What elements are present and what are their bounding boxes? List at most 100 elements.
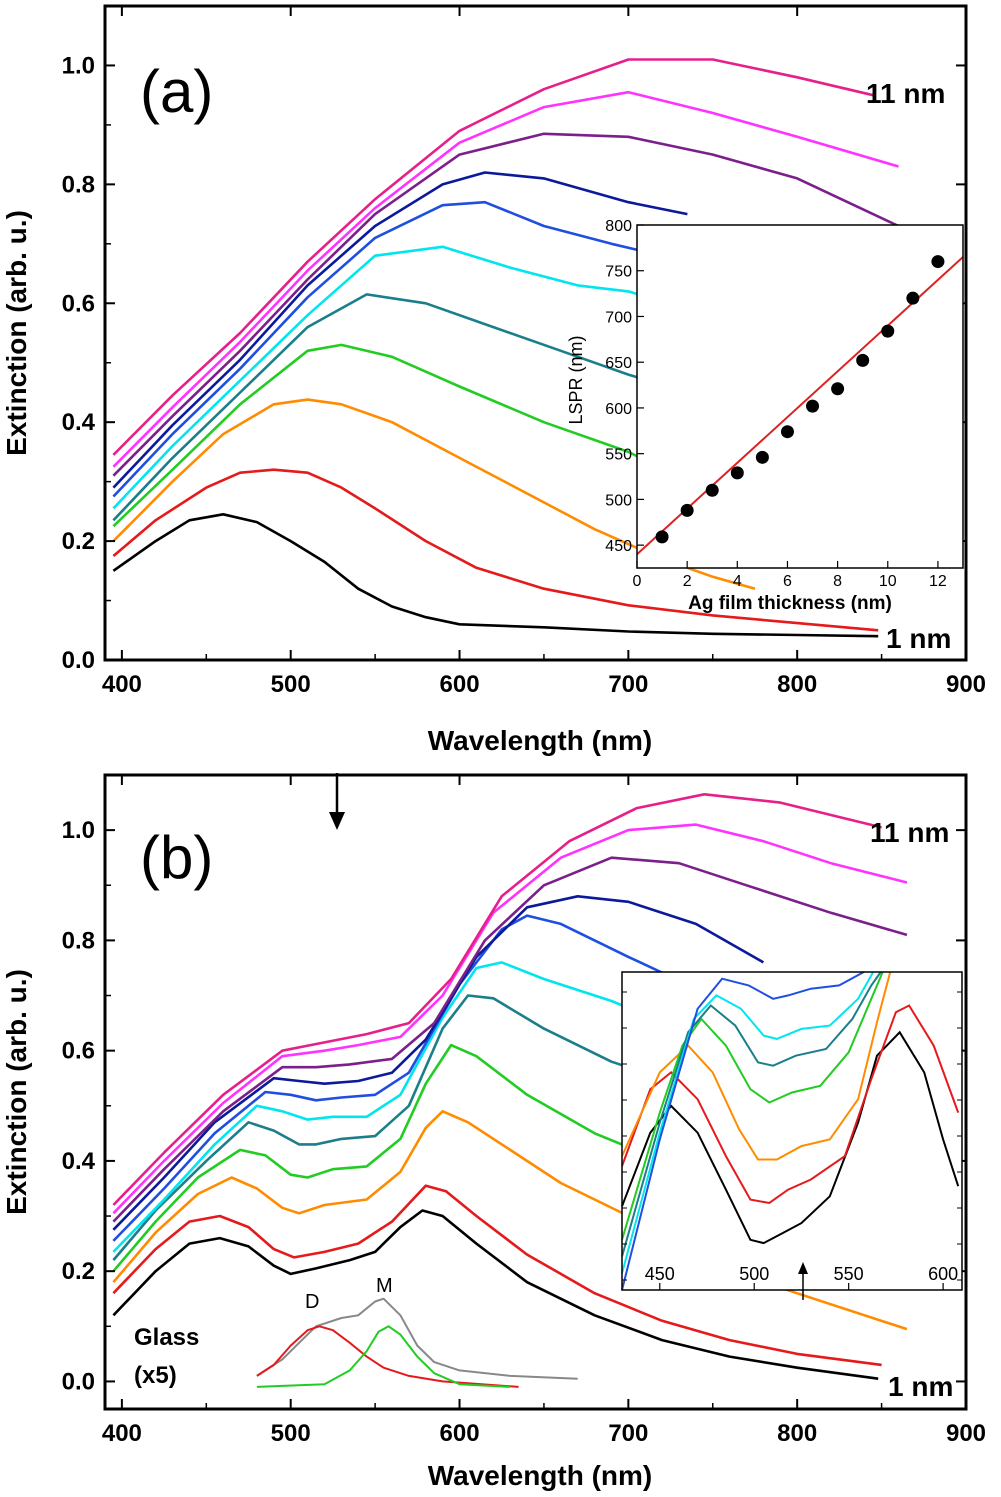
inset-a-x-tick-label: 6 [783,573,792,590]
panel-b-series-m-fit [256,1325,511,1388]
panel-a-series-7-nm [112,200,688,498]
panel-b-series-glass-x5 [256,1297,578,1380]
panel-a: 400 500 600 700 800 900 0.0 0.2 0.4 0.6 0.8 1.0 (a)… [1,4,986,756]
inset-a-point [780,425,794,439]
panel-a-y-tick-label: 0.4 [62,409,96,436]
inset-b-frame [621,971,963,1291]
inset-a-point [755,450,769,464]
panel-a-x-tick-label: 600 [440,671,480,698]
panel-b-y-tick-label: 0.8 [62,927,95,954]
panel-a-series-8-nm [112,171,688,489]
inset-b-series-1-nm [621,1030,960,1245]
inset-a-point [881,324,895,338]
panel-a-series-5-nm [112,293,688,522]
panel-b-inset: 450 500 550 600 [621,971,963,1300]
panel-b-x-axis-title: Wavelength (nm) [428,1460,653,1491]
panel-a-inset: 0 2 4 6 8 10 12 450 500 550 600 650 700 750 800 Ag fil… [566,218,964,614]
up-arrow-icon [798,1262,808,1300]
inset-b-series-2-nm [621,1004,960,1205]
inset-a-y-tick-label: 500 [605,492,632,509]
inset-b-series-7-nm [621,971,865,1291]
panel-a-series-2-nm [112,468,879,632]
panel-b-series-2-nm [112,1184,882,1367]
panel-a-series-4-nm [112,343,688,528]
inset-b-series-4-nm [621,971,884,1241]
peak-m-label: M [376,1275,393,1297]
panel-b-x-tick-label: 600 [440,1420,480,1447]
inset-a-y-tick-label: 450 [605,538,632,555]
inset-b-x-tick-label: 500 [739,1264,769,1284]
down-arrow-icon [329,773,345,830]
glass-label-line1: Glass [134,1324,199,1351]
inset-a-point [705,483,719,497]
panel-b-series-d-fit [256,1325,519,1388]
panel-b-series-11-nm [112,793,882,1206]
panel-b-label: (b) [140,824,213,891]
inset-a-y-tick-label: 550 [605,447,632,464]
panel-b-y-axis-title: Extinction (arb. u.) [1,969,32,1215]
panel-a-series-6-nm [112,245,688,510]
panel-a-y-tick-label: 0.6 [62,290,95,317]
inset-a-y-tick-label: 800 [605,218,632,235]
panel-a-y-tick-label: 0.2 [62,528,95,555]
panel-a-x-tick-label: 400 [102,671,142,698]
inset-b-series-5-nm [621,971,882,1257]
inset-b-ticks: 450 500 550 600 [622,991,962,1290]
panel-a-x-tick-label: 800 [777,671,817,698]
inset-b-x-tick-label: 450 [645,1264,675,1284]
inset-a-x-tick-label: 12 [929,573,947,590]
inset-a-point [831,382,845,396]
inset-a-y-tick-label: 750 [605,264,632,281]
inset-a-point [655,530,669,544]
panel-b-series-10-nm [112,823,908,1215]
panel-b-y-tick-label: 0.6 [62,1038,95,1065]
inset-a-point [806,399,820,413]
panel-a-y-axis-title: Extinction (arb. u.) [1,210,32,456]
inset-a-frame [636,224,964,569]
inset-a-ticks: 0 2 4 6 8 10 12 450 500 550 600 650 700 750 800 [605,218,947,590]
inset-b-x-tick-label: 550 [834,1264,864,1284]
panel-b-x-tick-label: 500 [271,1420,311,1447]
panel-a-series-11-nm [112,58,874,456]
panel-b-y-tick-label: 0.2 [62,1258,95,1285]
panel-a-series-10-nm [112,90,899,468]
panel-a-bottom-label: 1 nm [886,623,951,654]
inset-a-y-tick-label: 600 [605,401,632,418]
panel-b-x-tick-label: 400 [102,1420,142,1447]
inset-a-point [680,503,694,517]
inset-b-background [622,972,962,1290]
panel-a-x-tick-label: 700 [608,671,648,698]
panel-a-y-tick-label: 0.8 [62,171,95,198]
inset-a-x-tick-label: 2 [683,573,692,590]
panel-b-y-tick-label: 0.4 [62,1148,96,1175]
panel-b-series [112,793,908,1388]
inset-b-plot [621,971,960,1291]
inset-a-point [906,291,920,305]
panel-a-x-axis-title: Wavelength (nm) [428,725,653,756]
panel-b-bottom-label: 1 nm [888,1371,953,1402]
panel-b-series-6-nm [112,961,680,1253]
inset-a-x-axis-title: Ag film thickness (nm) [688,593,892,614]
panel-a-ticks: 400 500 600 700 800 900 0.0 0.2 0.4 0.6 0.8 1.0 [62,5,986,698]
panel-a-top-label: 11 nm [866,78,945,109]
inset-a-point [856,353,870,367]
panel-b: 400 500 600 700 800 900 0.0 0.2 0.4 0.6 0.8 1.0 (b)… [1,773,986,1491]
panel-b-series-7-nm [112,914,688,1242]
inset-a-point [730,466,744,480]
inset-a-y-tick-label: 650 [605,355,632,372]
inset-b-x-tick-label: 600 [928,1264,958,1284]
panel-b-x-tick-label: 800 [777,1420,817,1447]
panel-a-frame [103,4,968,662]
panel-a-y-tick-label: 0.0 [62,647,95,674]
panel-b-series-9-nm [112,856,908,1223]
panel-b-y-tick-label: 0.0 [62,1368,95,1395]
glass-label-line2: (x5) [134,1362,177,1389]
inset-a-y-tick-label: 700 [605,309,632,326]
panel-b-series-1-nm [112,1209,879,1380]
panel-a-label: (a) [140,58,213,125]
panel-a-series [112,58,900,638]
panel-a-x-tick-label: 500 [271,671,311,698]
inset-a-x-tick-label: 4 [733,573,742,590]
panel-b-frame [103,773,968,1411]
